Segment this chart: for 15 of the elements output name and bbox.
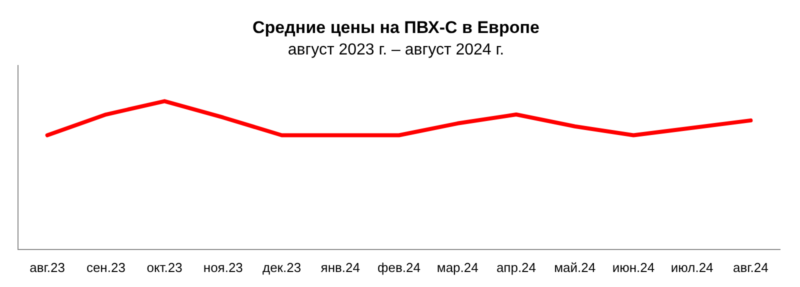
x-tick-label: ноя.23	[203, 260, 243, 275]
chart-title: Средние цены на ПВХ-С в Европе	[252, 18, 540, 37]
x-tick-label: мар.24	[436, 260, 478, 275]
x-tick-label: июн.24	[612, 260, 655, 275]
x-tick-label: апр.24	[496, 260, 536, 275]
x-tick-label: май.24	[554, 260, 596, 275]
x-tick-label: авг.24	[733, 260, 768, 275]
x-tick-label: сен.23	[86, 260, 126, 275]
x-tick-label: янв.24	[320, 260, 360, 275]
x-tick-label: фев.24	[378, 260, 420, 275]
x-tick-label: июл.24	[670, 260, 714, 275]
chart-subtitle: август 2023 г. – август 2024 г.	[288, 41, 504, 58]
x-tick-label: дек.23	[262, 260, 302, 275]
x-tick-label: окт.23	[146, 260, 182, 275]
x-tick-label: авг.23	[30, 260, 65, 275]
